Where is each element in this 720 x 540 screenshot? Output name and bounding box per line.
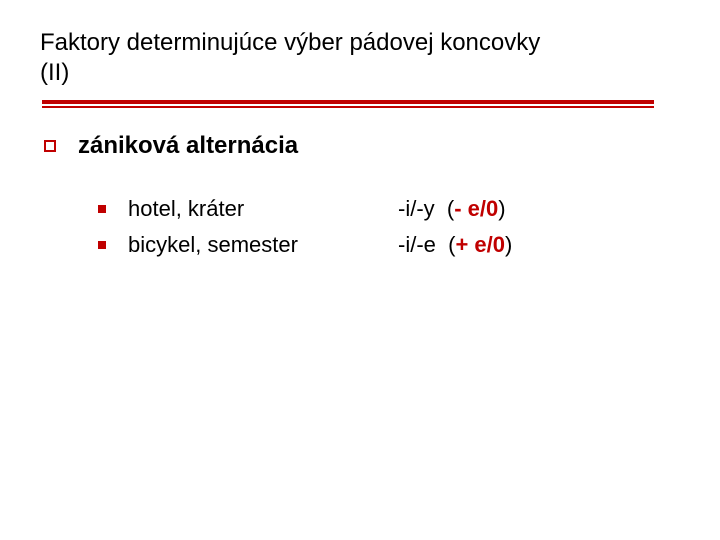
- title-line2: (II): [40, 59, 69, 86]
- lvl1-text: zániková alternácia: [78, 132, 298, 160]
- square-fill-icon: [98, 205, 106, 213]
- square-fill-icon: [98, 241, 106, 249]
- example-endings: -i/-e (+ e/0): [398, 230, 512, 260]
- list-item-lvl2: bicykel, semester -i/-e (+ e/0): [98, 230, 680, 260]
- ending-prefix: -i/-y (: [398, 196, 454, 221]
- slide: Faktory determinujúce výber pádovej konc…: [0, 0, 720, 540]
- example-words: hotel, kráter: [128, 194, 398, 224]
- slide-title: Faktory determinujúce výber pádovej konc…: [40, 28, 680, 88]
- lvl2-list: hotel, kráter -i/-y (- e/0) bicykel, sem…: [98, 194, 680, 259]
- underline-thick: [42, 100, 654, 104]
- ending-prefix: -i/-e (: [398, 232, 455, 257]
- ending-suffix: ): [498, 196, 505, 221]
- title-underline: [42, 100, 654, 104]
- list-item-lvl1: zániková alternácia: [44, 132, 680, 160]
- example-endings: -i/-y (- e/0): [398, 194, 506, 224]
- slide-body: zániková alternácia hotel, kráter -i/-y …: [40, 132, 680, 259]
- example-words: bicykel, semester: [128, 230, 398, 260]
- list-item-lvl2: hotel, kráter -i/-y (- e/0): [98, 194, 680, 224]
- ending-suffix: ): [505, 232, 512, 257]
- title-line1: Faktory determinujúce výber pádovej konc…: [40, 29, 540, 56]
- ending-highlight: - e/0: [454, 196, 498, 221]
- ending-highlight: + e/0: [455, 232, 505, 257]
- underline-thin: [42, 106, 654, 108]
- square-open-icon: [44, 140, 56, 152]
